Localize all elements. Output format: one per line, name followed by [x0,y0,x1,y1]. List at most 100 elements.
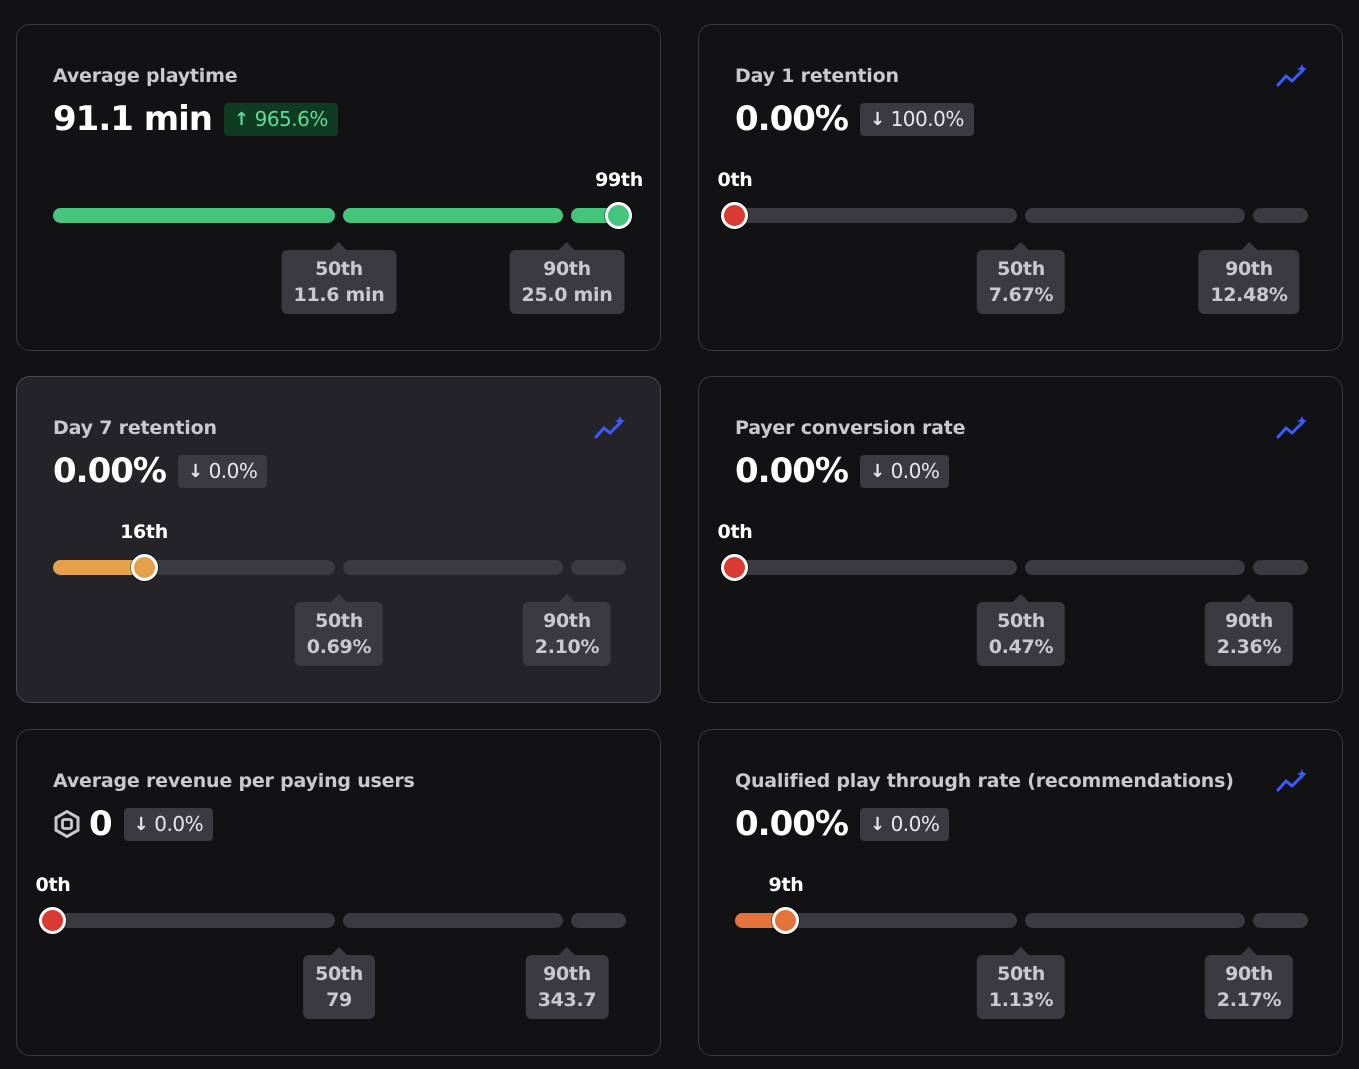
percentile-label: 16th [120,521,168,543]
p50-label: 50th [315,258,363,280]
card-title: Day 7 retention [53,417,217,439]
percentile-marker [721,554,748,581]
delta-badge: ↓ 0.0% [177,454,268,488]
p50-value: 7.67% [988,284,1054,306]
delta-value: 0.0% [154,812,204,836]
track-segment-mid [1025,208,1245,223]
percentile-label: 99th [595,169,643,191]
track-segment-high [1253,560,1308,575]
percentile-marker [131,554,158,581]
trend-insight-icon[interactable] [1276,415,1308,441]
track-segment-low [53,208,335,223]
p90-tooltip: 90th 343.7 [525,947,609,1019]
p50-label: 50th [997,963,1045,985]
delta-value: 100.0% [890,107,965,131]
p90-tooltip: 90th 2.10% [522,594,612,666]
metric-card-day1-retention[interactable]: Day 1 retention 0.00% ↓ 100.0% 0th 50th … [698,24,1343,351]
trend-insight-icon[interactable] [1276,768,1308,794]
p50-label: 50th [997,610,1045,632]
trend-insight-icon[interactable] [594,415,626,441]
arrow-down-icon: ↓ [187,460,203,482]
metric-card-qualified-play-through-rate[interactable]: Qualified play through rate (recommendat… [698,729,1343,1056]
p90-value: 2.10% [534,636,600,658]
track-fill [343,208,563,223]
value-row: 0.00% ↓ 0.0% [53,451,268,491]
value-row: 0.00% ↓ 100.0% [735,99,974,139]
p90-tooltip: 90th 12.48% [1198,242,1300,314]
p50-label: 50th [997,258,1045,280]
delta-value: 0.0% [208,459,258,483]
metric-value: 0 [89,804,113,844]
p50-tooltip: 50th 79 [303,947,375,1019]
track-segment-high [571,560,626,575]
p50-value: 1.13% [988,989,1054,1011]
track-segment-low [53,913,335,928]
metric-card-average-playtime[interactable]: Average playtime 91.1 min ↑ 965.6% 99th … [16,24,661,351]
card-title: Day 1 retention [735,65,899,87]
percentile-marker [605,202,632,229]
delta-badge: ↓ 100.0% [859,102,974,136]
p90-label: 90th [1225,963,1273,985]
value-row: 91.1 min ↑ 965.6% [53,99,338,139]
arrow-up-icon: ↑ [234,108,249,130]
p50-tooltip: 50th 0.69% [294,594,384,666]
p50-tooltip: 50th 11.6 min [281,242,397,314]
track-segment-mid [343,560,563,575]
robux-icon [54,810,80,838]
p90-label: 90th [543,258,591,280]
p90-value: 2.17% [1216,989,1282,1011]
percentile-marker [721,202,748,229]
value-row: 0 ↓ 0.0% [53,804,214,844]
percentile-label: 0th [35,874,71,896]
p90-label: 90th [543,963,591,985]
delta-badge: ↓ 0.0% [859,454,950,488]
track-fill [53,208,335,223]
p50-value: 0.69% [306,636,372,658]
delta-badge: ↓ 0.0% [859,807,950,841]
track-segment-high [1253,913,1308,928]
p50-tooltip: 50th 7.67% [976,242,1066,314]
p90-label: 90th [1225,610,1273,632]
track-segment-low [53,560,335,575]
track-segment-mid [343,913,563,928]
trend-insight-icon[interactable] [1276,63,1308,89]
delta-badge: ↑ 965.6% [224,102,338,136]
delta-value: 0.0% [890,812,940,836]
percentile-marker [772,907,799,934]
arrow-down-icon: ↓ [133,813,149,835]
value-row: 0.00% ↓ 0.0% [735,451,950,491]
p50-value: 0.47% [988,636,1054,658]
card-title: Qualified play through rate (recommendat… [735,770,1234,792]
p90-tooltip: 90th 25.0 min [509,242,625,314]
track-segment-high [571,913,626,928]
metric-value: 0.00% [735,451,849,491]
arrow-down-icon: ↓ [869,460,885,482]
p50-label: 50th [315,610,363,632]
track-segment-mid [1025,560,1245,575]
metric-card-payer-conversion-rate[interactable]: Payer conversion rate 0.00% ↓ 0.0% 0th 5… [698,376,1343,703]
metric-value: 0.00% [735,99,849,139]
metric-value: 0.00% [53,451,167,491]
card-title: Average revenue per paying users [53,770,415,792]
p50-value: 11.6 min [293,284,385,306]
metric-card-average-revenue-per-paying-users[interactable]: Average revenue per paying users 0 ↓ 0.0… [16,729,661,1056]
track-segment-high [1253,208,1308,223]
p90-value: 343.7 [537,989,597,1011]
p90-value: 25.0 min [521,284,613,306]
percentile-label: 0th [717,521,753,543]
p50-label: 50th [315,963,363,985]
p50-tooltip: 50th 1.13% [976,947,1066,1019]
delta-badge: ↓ 0.0% [123,807,214,841]
p90-value: 2.36% [1216,636,1282,658]
delta-value: 0.0% [890,459,940,483]
card-title: Average playtime [53,65,238,87]
arrow-down-icon: ↓ [869,813,885,835]
track-fill [53,560,145,575]
percentile-marker [39,907,66,934]
metric-card-day7-retention[interactable]: Day 7 retention 0.00% ↓ 0.0% 16th 50th 0… [16,376,661,703]
card-title: Payer conversion rate [735,417,966,439]
value-row: 0.00% ↓ 0.0% [735,804,950,844]
track-segment-low [735,208,1017,223]
track-segment-mid [1025,913,1245,928]
percentile-label: 0th [717,169,753,191]
